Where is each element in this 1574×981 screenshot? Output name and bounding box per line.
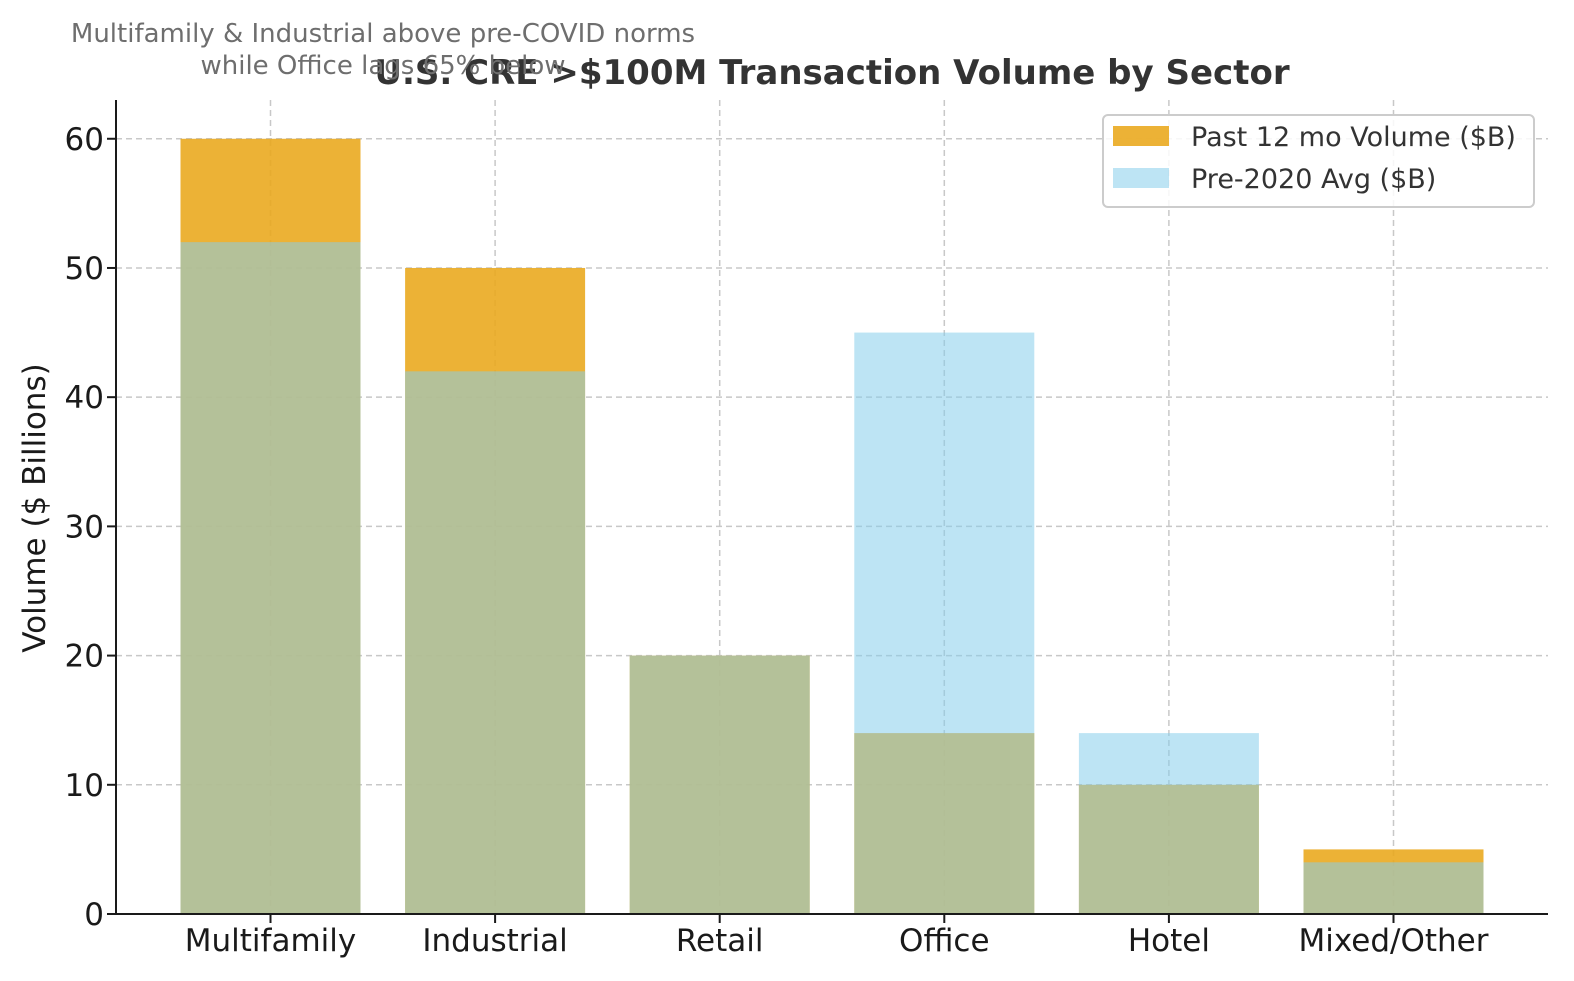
legend-swatch-pre-2020 — [1113, 168, 1169, 188]
y-tick-label: 0 — [84, 897, 104, 933]
x-tick-label: Mixed/Other — [1299, 923, 1489, 959]
bar-pre-2020-avg — [180, 242, 361, 915]
chart-title: U.S. CRE >$100M Transaction Volume by Se… — [374, 53, 1289, 93]
bar-pre-2020-avg — [854, 332, 1035, 915]
y-tick-label: 50 — [65, 251, 104, 287]
bar-pre-2020-avg — [629, 655, 810, 914]
y-tick-label: 60 — [65, 122, 104, 158]
legend-swatch-past-12mo — [1113, 126, 1169, 146]
axes — [115, 100, 1548, 915]
x-tick-label: Office — [899, 923, 990, 959]
x-tick-label: Hotel — [1128, 923, 1210, 959]
x-tick-label: Multifamily — [185, 923, 356, 959]
bars — [180, 138, 1484, 915]
legend-frame — [1102, 114, 1535, 208]
annotation-line-1: Multifamily & Industrial above pre-COVID… — [71, 19, 695, 49]
y-axis-label: Volume ($ Billions) — [17, 363, 53, 652]
y-tick-label: 20 — [65, 639, 104, 675]
y-tick-label: 40 — [65, 380, 104, 416]
annotation-line-2: while Office lags 65% below — [200, 51, 565, 81]
legend: Past 12 mo Volume ($B) Pre-2020 Avg ($B) — [1102, 114, 1535, 208]
y-tick-label: 10 — [65, 768, 104, 804]
ticks: 0 10 20 30 40 50 60 Multifamily Industrial Retail… — [65, 122, 1489, 959]
x-tick-label: Industrial — [422, 923, 567, 959]
legend-label-past-12mo: Past 12 mo Volume ($B) — [1191, 122, 1516, 153]
bar-pre-2020-avg — [405, 371, 586, 914]
x-tick-label: Retail — [676, 923, 764, 959]
y-tick-label: 30 — [65, 509, 104, 545]
bar-pre-2020-avg — [1303, 862, 1484, 914]
legend-label-pre-2020: Pre-2020 Avg ($B) — [1191, 164, 1436, 195]
bar-pre-2020-avg — [1078, 733, 1259, 914]
